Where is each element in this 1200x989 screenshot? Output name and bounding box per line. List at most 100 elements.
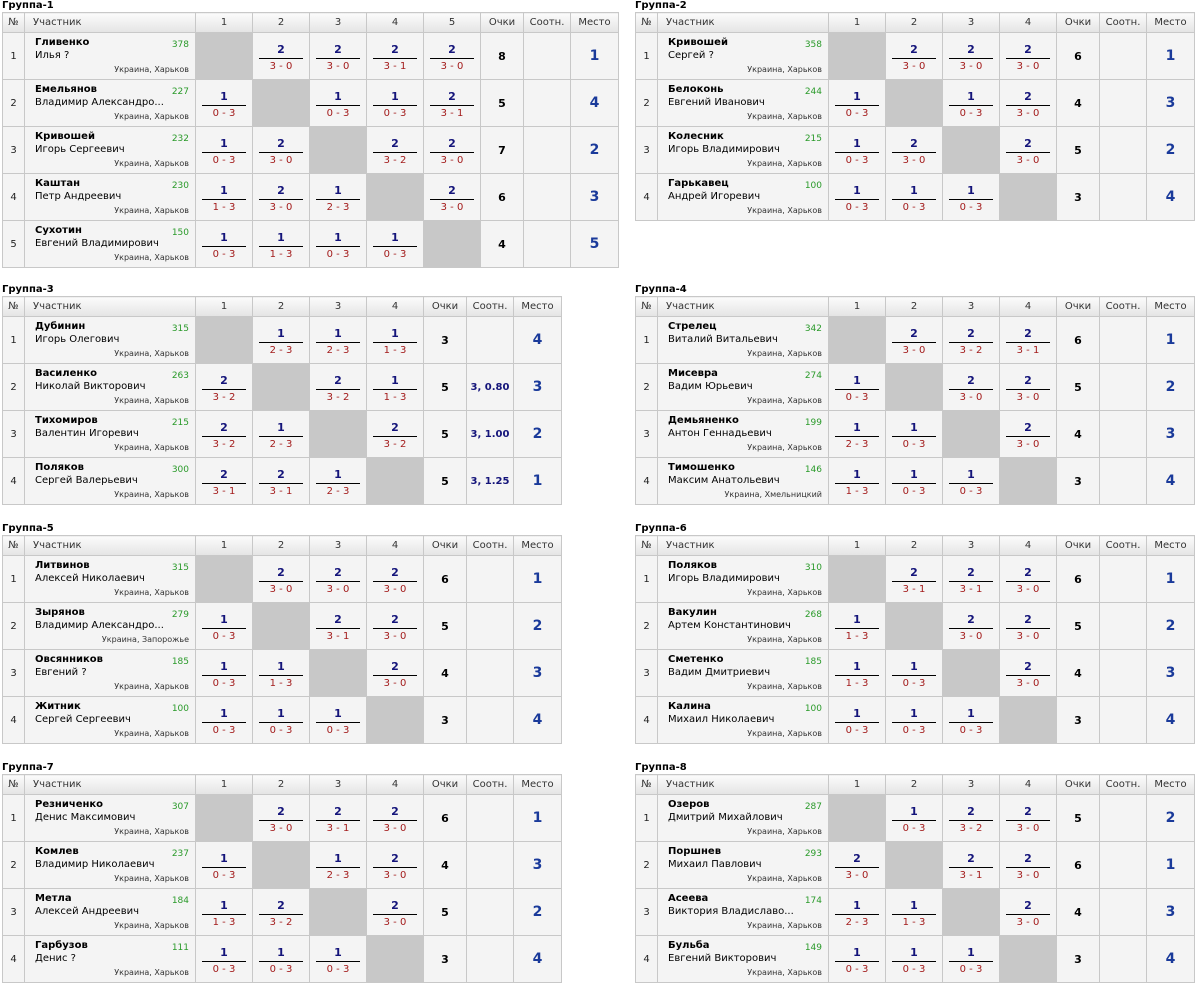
match-result-cell[interactable]: 1 0 - 3 <box>942 696 1000 744</box>
match-result-cell[interactable]: 2 3 - 0 <box>942 32 1000 80</box>
match-result-cell[interactable]: 1 0 - 3 <box>885 410 943 458</box>
match-result-cell[interactable]: 1 2 - 3 <box>309 173 367 221</box>
participant-name[interactable]: Сухотин <box>35 225 82 236</box>
participant-name[interactable]: Вакулин <box>668 607 717 618</box>
match-result-cell[interactable]: 2 3 - 0 <box>366 649 424 697</box>
match-result-cell[interactable]: 1 0 - 3 <box>366 79 424 127</box>
match-result-cell[interactable]: 1 1 - 3 <box>366 316 424 364</box>
match-result-cell[interactable]: 1 0 - 3 <box>885 935 943 983</box>
match-result-cell[interactable]: 2 3 - 0 <box>252 794 310 842</box>
match-result-cell[interactable]: 2 3 - 2 <box>252 888 310 936</box>
match-result-cell[interactable]: 1 1 - 3 <box>195 173 253 221</box>
match-result-cell[interactable]: 2 3 - 0 <box>999 794 1057 842</box>
participant-name[interactable]: Калина <box>668 701 711 712</box>
match-result-cell[interactable]: 1 0 - 3 <box>195 126 253 174</box>
match-result-cell[interactable]: 1 0 - 3 <box>885 696 943 744</box>
match-result-cell[interactable]: 2 3 - 0 <box>252 173 310 221</box>
match-result-cell[interactable]: 1 0 - 3 <box>309 935 367 983</box>
match-result-cell[interactable]: 2 3 - 0 <box>942 602 1000 650</box>
match-result-cell[interactable]: 1 2 - 3 <box>309 316 367 364</box>
match-result-cell[interactable]: 2 3 - 1 <box>942 841 1000 889</box>
participant-name[interactable]: Тимошенко <box>668 462 735 473</box>
match-result-cell[interactable]: 1 0 - 3 <box>195 79 253 127</box>
match-result-cell[interactable]: 1 0 - 3 <box>309 79 367 127</box>
participant-name[interactable]: Метла <box>35 893 72 904</box>
match-result-cell[interactable]: 1 0 - 3 <box>828 696 886 744</box>
match-result-cell[interactable]: 2 3 - 0 <box>366 794 424 842</box>
match-result-cell[interactable]: 1 1 - 3 <box>195 888 253 936</box>
match-result-cell[interactable]: 1 0 - 3 <box>366 220 424 268</box>
match-result-cell[interactable]: 2 3 - 1 <box>309 602 367 650</box>
match-result-cell[interactable]: 1 1 - 3 <box>828 602 886 650</box>
match-result-cell[interactable]: 2 3 - 1 <box>366 32 424 80</box>
participant-name[interactable]: Овсянников <box>35 654 103 665</box>
match-result-cell[interactable]: 2 3 - 0 <box>366 555 424 603</box>
match-result-cell[interactable]: 1 2 - 3 <box>309 457 367 505</box>
match-result-cell[interactable]: 1 1 - 3 <box>252 220 310 268</box>
participant-name[interactable]: Комлев <box>35 846 79 857</box>
participant-name[interactable]: Колесник <box>668 131 724 142</box>
match-result-cell[interactable]: 2 3 - 1 <box>999 316 1057 364</box>
participant-name[interactable]: Сметенко <box>668 654 724 665</box>
match-result-cell[interactable]: 2 3 - 2 <box>366 410 424 458</box>
match-result-cell[interactable]: 1 0 - 3 <box>309 220 367 268</box>
participant-name[interactable]: Каштан <box>35 178 80 189</box>
match-result-cell[interactable]: 2 3 - 2 <box>942 794 1000 842</box>
match-result-cell[interactable]: 2 3 - 0 <box>366 888 424 936</box>
match-result-cell[interactable]: 1 0 - 3 <box>195 220 253 268</box>
match-result-cell[interactable]: 1 0 - 3 <box>195 649 253 697</box>
participant-name[interactable]: Литвинов <box>35 560 90 571</box>
match-result-cell[interactable]: 2 3 - 0 <box>999 602 1057 650</box>
match-result-cell[interactable]: 2 3 - 0 <box>309 32 367 80</box>
match-result-cell[interactable]: 2 3 - 0 <box>999 649 1057 697</box>
match-result-cell[interactable]: 2 3 - 2 <box>195 363 253 411</box>
match-result-cell[interactable]: 1 0 - 3 <box>252 935 310 983</box>
participant-name[interactable]: Гарбузов <box>35 940 88 951</box>
match-result-cell[interactable]: 1 0 - 3 <box>885 649 943 697</box>
match-result-cell[interactable]: 1 2 - 3 <box>309 841 367 889</box>
match-result-cell[interactable]: 2 3 - 2 <box>195 410 253 458</box>
match-result-cell[interactable]: 1 2 - 3 <box>252 410 310 458</box>
match-result-cell[interactable]: 2 3 - 0 <box>885 32 943 80</box>
participant-name[interactable]: Гарькавец <box>668 178 729 189</box>
match-result-cell[interactable]: 2 3 - 0 <box>366 602 424 650</box>
match-result-cell[interactable]: 1 1 - 3 <box>252 649 310 697</box>
match-result-cell[interactable]: 1 1 - 3 <box>366 363 424 411</box>
match-result-cell[interactable]: 2 3 - 0 <box>942 363 1000 411</box>
match-result-cell[interactable]: 2 3 - 2 <box>309 363 367 411</box>
match-result-cell[interactable]: 2 3 - 0 <box>423 32 481 80</box>
match-result-cell[interactable]: 1 0 - 3 <box>828 363 886 411</box>
match-result-cell[interactable]: 2 3 - 0 <box>999 410 1057 458</box>
match-result-cell[interactable]: 2 3 - 0 <box>999 555 1057 603</box>
match-result-cell[interactable]: 2 3 - 0 <box>999 841 1057 889</box>
participant-name[interactable]: Белоконь <box>668 84 724 95</box>
match-result-cell[interactable]: 2 3 - 0 <box>885 126 943 174</box>
match-result-cell[interactable]: 2 3 - 0 <box>828 841 886 889</box>
match-result-cell[interactable]: 2 3 - 0 <box>999 888 1057 936</box>
match-result-cell[interactable]: 2 3 - 2 <box>942 316 1000 364</box>
match-result-cell[interactable]: 2 3 - 1 <box>942 555 1000 603</box>
participant-name[interactable]: Резниченко <box>35 799 104 810</box>
match-result-cell[interactable]: 1 0 - 3 <box>942 935 1000 983</box>
match-result-cell[interactable]: 1 0 - 3 <box>309 696 367 744</box>
match-result-cell[interactable]: 2 3 - 0 <box>423 173 481 221</box>
match-result-cell[interactable]: 1 0 - 3 <box>195 602 253 650</box>
match-result-cell[interactable]: 1 0 - 3 <box>252 696 310 744</box>
participant-name[interactable]: Бульба <box>668 940 710 951</box>
participant-name[interactable]: Василенко <box>35 368 97 379</box>
match-result-cell[interactable]: 2 3 - 1 <box>885 555 943 603</box>
participant-name[interactable]: Кривошей <box>35 131 95 142</box>
match-result-cell[interactable]: 2 3 - 0 <box>999 126 1057 174</box>
match-result-cell[interactable]: 2 3 - 1 <box>309 794 367 842</box>
match-result-cell[interactable]: 2 3 - 1 <box>252 457 310 505</box>
match-result-cell[interactable]: 2 3 - 0 <box>309 555 367 603</box>
match-result-cell[interactable]: 2 3 - 0 <box>999 32 1057 80</box>
participant-name[interactable]: Зырянов <box>35 607 85 618</box>
match-result-cell[interactable]: 1 0 - 3 <box>828 935 886 983</box>
match-result-cell[interactable]: 2 3 - 0 <box>423 126 481 174</box>
match-result-cell[interactable]: 2 3 - 0 <box>999 363 1057 411</box>
match-result-cell[interactable]: 2 3 - 0 <box>999 79 1057 127</box>
match-result-cell[interactable]: 1 2 - 3 <box>828 410 886 458</box>
participant-name[interactable]: Емельянов <box>35 84 97 95</box>
match-result-cell[interactable]: 1 0 - 3 <box>942 79 1000 127</box>
